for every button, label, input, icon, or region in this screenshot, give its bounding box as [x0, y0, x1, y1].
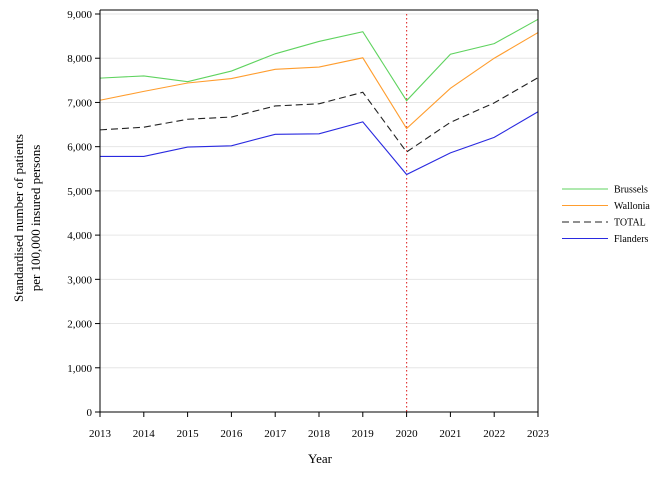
x-tick-label: 2017: [264, 428, 287, 440]
x-tick-label: 2020: [396, 428, 419, 440]
y-tick-label: 4,000: [67, 230, 92, 242]
series-line-brussels: [99, 18, 539, 102]
x-axis-title: Year: [308, 451, 333, 466]
x-tick-label: 2014: [133, 428, 156, 440]
x-tick-label: 2018: [308, 428, 331, 440]
gridlines: [100, 13, 538, 369]
x-tick-label: 2019: [352, 428, 375, 440]
x-tick-label: 2022: [483, 428, 505, 440]
legend-label-total: TOTAL: [614, 218, 646, 229]
legend-label-brussels: Brussels: [614, 185, 648, 196]
x-tick-label: 2021: [439, 428, 461, 440]
x-tick-label: 2015: [177, 428, 200, 440]
y-axis-title-line-2: per 100,000 insured persons: [28, 145, 43, 292]
series-line-total: [99, 77, 539, 153]
series-line-wallonia: [99, 32, 539, 130]
legend-label-wallonia: Wallonia: [614, 201, 650, 212]
x-tick-label: 2023: [527, 428, 550, 440]
axes: [95, 9, 539, 417]
y-tick-label: 5,000: [67, 186, 92, 198]
y-tick-label: 3,000: [67, 274, 92, 286]
tick-labels: 0 1,000 2,000 3,000 4,000 5,000 6,000 7,000 8,00…: [67, 9, 549, 440]
y-tick-label: 8,000: [67, 53, 92, 65]
y-tick-label: 7,000: [67, 97, 92, 109]
y-tick-label: 2,000: [67, 319, 92, 331]
legend-label-flanders: Flanders: [614, 234, 649, 245]
y-tick-label: 1,000: [67, 363, 92, 375]
series-layer: [99, 18, 539, 176]
x-tick-label: 2013: [89, 428, 112, 440]
legend: Brussels Wallonia TOTAL Flanders: [562, 185, 650, 245]
y-axis-title-line-1: Standardised number of patients: [11, 134, 26, 302]
y-tick-label: 9,000: [67, 9, 92, 21]
x-tick-label: 2016: [220, 428, 243, 440]
series-line-flanders: [100, 111, 539, 176]
y-tick-label: 0: [87, 407, 93, 419]
y-tick-label: 6,000: [67, 142, 92, 154]
